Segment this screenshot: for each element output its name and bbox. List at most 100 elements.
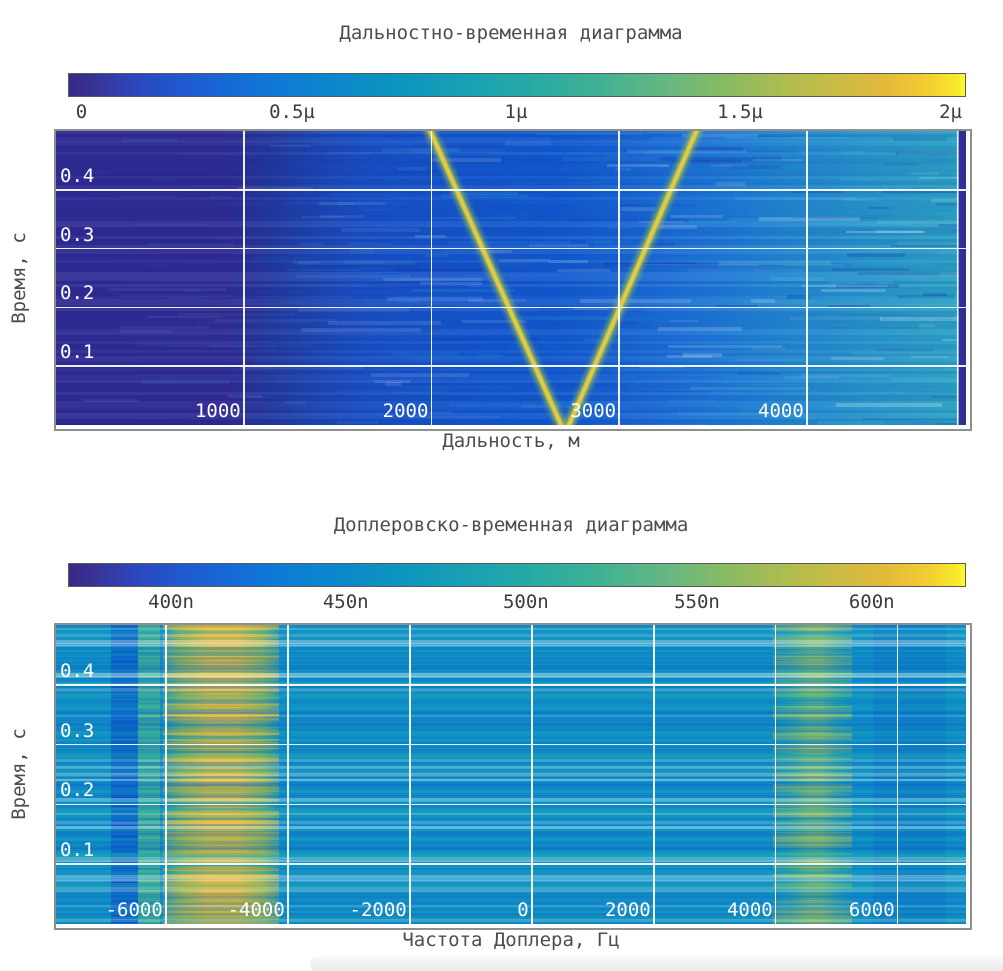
noise-patch [789, 316, 882, 321]
band-streak [162, 643, 279, 646]
gridline-x [242, 131, 245, 425]
noise-patch [644, 243, 675, 246]
noise-patch [945, 153, 966, 157]
noise-stripe [56, 857, 966, 860]
noise-stripe [56, 218, 966, 221]
noise-stripe [56, 875, 966, 879]
noise-patch [730, 165, 780, 169]
noise-stripe [56, 725, 966, 729]
bottom-scrollbar[interactable] [310, 956, 1003, 971]
noise-patch [677, 412, 790, 415]
noise-patch [464, 352, 497, 355]
band-streak [772, 847, 852, 851]
noise-stripe [56, 731, 966, 734]
noise-patch [637, 372, 657, 376]
band-streak [162, 706, 279, 710]
band-streak [772, 868, 852, 871]
band-streak [138, 885, 160, 889]
band-streak [162, 640, 279, 644]
noise-stripe [56, 659, 966, 663]
band-streak [138, 900, 160, 903]
noise-patch [240, 395, 271, 398]
noise-stripe [56, 320, 966, 323]
noise-patch [320, 215, 365, 218]
noise-stripe [56, 768, 966, 772]
band-streak [162, 820, 279, 824]
band-streak [110, 905, 139, 908]
band-streak [772, 682, 852, 686]
band-streak [162, 664, 279, 667]
band-streak [162, 829, 279, 833]
band-streak [138, 800, 160, 803]
noise-patch [237, 186, 313, 191]
noise-patch [850, 263, 933, 267]
band-streak [772, 634, 852, 638]
band-streak [138, 730, 160, 734]
noise-patch [675, 221, 739, 225]
noise-stripe [56, 152, 966, 155]
noise-patch [821, 288, 887, 293]
noise-patch [722, 314, 817, 318]
plot-border [54, 129, 972, 431]
noise-patch [346, 242, 395, 245]
band-streak [162, 799, 279, 802]
noise-patch [751, 346, 786, 350]
band-streak [162, 832, 279, 836]
band-streak [110, 715, 139, 719]
noise-stripe [56, 281, 966, 284]
noise-patch [627, 150, 748, 154]
noise-patch [243, 299, 367, 304]
band-streak [162, 757, 279, 761]
noise-stripe [56, 311, 966, 314]
noise-patch [526, 256, 587, 260]
noise-patch [382, 277, 483, 282]
band-streak [772, 841, 852, 845]
noise-stripe [56, 734, 966, 737]
noise-patch [118, 359, 240, 363]
band-streak [110, 685, 139, 689]
x-tick-label: -2000 [349, 899, 407, 921]
band-streak [772, 775, 852, 778]
band-streak [772, 703, 852, 706]
noise-patch [391, 379, 422, 382]
band-streak [162, 847, 279, 851]
noise-stripe [56, 901, 966, 904]
band-streak [772, 721, 852, 724]
noise-patch [800, 374, 891, 378]
band-streak [772, 688, 852, 691]
noise-patch [719, 260, 831, 265]
band-streak [772, 625, 852, 628]
noise-stripe [56, 883, 966, 886]
noise-patch [216, 217, 312, 219]
band-streak [162, 736, 279, 740]
noise-stripe [56, 245, 966, 248]
noise-patch [408, 356, 501, 361]
noise-patch [396, 285, 470, 288]
colorbar-tick-label: 1.5µ [717, 101, 763, 123]
noise-patch [876, 230, 924, 234]
y-axis-label: Время, с [8, 232, 30, 324]
band-streak [772, 916, 852, 920]
band-streak [162, 781, 279, 784]
noise-stripe [56, 818, 966, 821]
band-streak [772, 643, 852, 646]
band-streak [138, 795, 160, 798]
noise-stripe [56, 296, 966, 299]
noise-stripe [56, 835, 966, 838]
noise-stripe [56, 824, 966, 827]
band-streak [772, 748, 852, 752]
noise-patch [831, 357, 885, 361]
band-streak [138, 905, 160, 908]
noise-patch [923, 293, 948, 296]
noise-patch [487, 200, 588, 204]
band-streak [162, 871, 279, 875]
noise-stripe [56, 907, 966, 911]
noise-stripe [56, 272, 966, 275]
noise-stripe [56, 242, 966, 245]
noise-patch [805, 222, 914, 226]
noise-patch [669, 319, 699, 323]
doppler-band-dim-blue-column [873, 625, 947, 924]
noise-stripe [56, 392, 966, 395]
noise-stripe [56, 919, 966, 923]
noise-patch [897, 294, 954, 298]
